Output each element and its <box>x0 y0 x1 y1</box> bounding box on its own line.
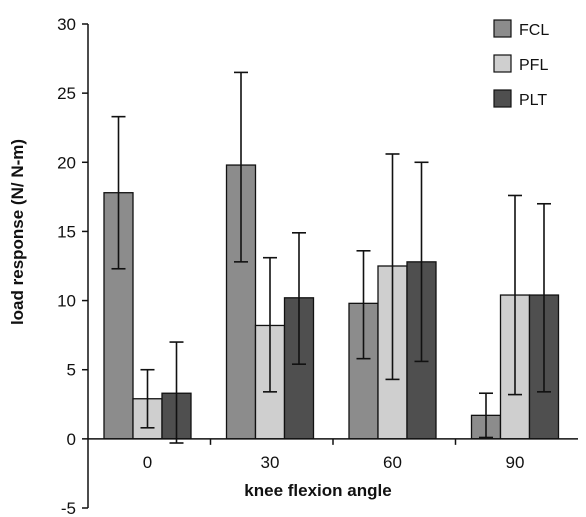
y-tick-label: 20 <box>57 153 76 172</box>
y-tick-label: 5 <box>67 361 76 380</box>
y-tick-label: 15 <box>57 222 76 241</box>
x-tick-label: 0 <box>143 453 152 472</box>
x-tick-label: 60 <box>383 453 402 472</box>
y-tick-label: 0 <box>67 430 76 449</box>
legend-label-fcl: FCL <box>519 22 549 39</box>
legend-label-plt: PLT <box>519 92 547 109</box>
legend-label-pfl: PFL <box>519 57 548 74</box>
y-tick-label: 30 <box>57 15 76 34</box>
legend-swatch-fcl <box>493 19 512 38</box>
legend: FCL PFL PLT <box>493 19 549 109</box>
legend-swatch-plt <box>493 89 512 108</box>
x-tick-label: 30 <box>261 453 280 472</box>
y-tick-label: 25 <box>57 84 76 103</box>
x-tick-label: 90 <box>506 453 525 472</box>
legend-swatch-pfl <box>493 54 512 73</box>
y-tick-label: 10 <box>57 292 76 311</box>
bars <box>103 71 560 444</box>
tick-labels: -5 0 5 10 15 20 25 30 0 30 60 90 <box>57 15 524 517</box>
y-axis-title: load response (N/ N-m) <box>8 139 27 325</box>
y-tick-label: -5 <box>61 499 76 517</box>
x-axis-title: knee flexion angle <box>244 481 391 500</box>
axes <box>82 23 578 509</box>
